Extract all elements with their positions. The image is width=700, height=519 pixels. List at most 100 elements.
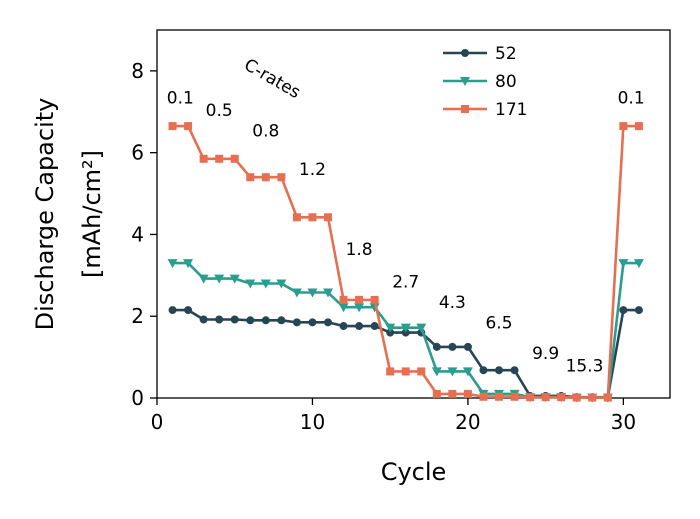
marker-triangle bbox=[460, 77, 470, 86]
marker-square bbox=[526, 393, 535, 402]
x-tick-label: 0 bbox=[151, 410, 164, 434]
marker-square bbox=[557, 393, 566, 402]
marker-triangle bbox=[618, 259, 629, 269]
marker-square bbox=[261, 173, 270, 182]
marker-square bbox=[619, 122, 628, 131]
marker-square bbox=[168, 122, 177, 131]
marker-triangle bbox=[354, 303, 365, 313]
marker-square bbox=[541, 393, 550, 402]
marker-circle bbox=[199, 315, 208, 324]
marker-triangle bbox=[291, 288, 302, 298]
y-axis-label-line-2: [mAh/cm²] bbox=[78, 150, 106, 278]
legend-item: 171 bbox=[443, 100, 527, 120]
marker-triangle bbox=[431, 367, 442, 377]
crate-label: 6.5 bbox=[485, 313, 512, 333]
marker-triangle bbox=[633, 259, 644, 269]
marker-triangle bbox=[447, 367, 458, 377]
crate-label: 0.1 bbox=[167, 89, 194, 109]
series-line bbox=[172, 308, 639, 399]
crate-label: 9.9 bbox=[532, 344, 559, 364]
marker-square bbox=[432, 389, 441, 398]
marker-triangle bbox=[229, 274, 240, 284]
marker-square bbox=[603, 393, 612, 402]
marker-circle bbox=[168, 306, 177, 315]
marker-triangle bbox=[198, 274, 209, 284]
x-axis-label: Cycle bbox=[381, 458, 447, 486]
marker-circle bbox=[246, 316, 255, 325]
marker-circle bbox=[479, 366, 488, 375]
y-tick-label: 4 bbox=[131, 222, 144, 246]
marker-triangle bbox=[167, 259, 178, 269]
marker-square bbox=[199, 154, 208, 163]
marker-circle bbox=[370, 322, 379, 331]
crate-label: 1.8 bbox=[346, 240, 373, 260]
marker-square bbox=[230, 154, 239, 163]
marker-square bbox=[463, 389, 472, 398]
crate-label: 4.3 bbox=[439, 293, 466, 313]
marker-triangle bbox=[323, 288, 333, 298]
x-tick-label: 30 bbox=[611, 410, 636, 434]
marker-square bbox=[448, 389, 457, 398]
marker-triangle bbox=[462, 367, 473, 377]
marker-circle bbox=[230, 315, 239, 324]
marker-square bbox=[572, 393, 581, 402]
marker-triangle bbox=[260, 279, 271, 289]
marker-circle bbox=[619, 306, 628, 315]
marker-circle bbox=[184, 306, 193, 315]
marker-square bbox=[277, 173, 286, 182]
marker-triangle bbox=[276, 279, 287, 289]
crate-label: 0.5 bbox=[206, 101, 233, 121]
y-tick-label: 2 bbox=[131, 304, 144, 328]
marker-circle bbox=[634, 306, 643, 315]
marker-square bbox=[324, 213, 332, 222]
marker-square bbox=[308, 213, 317, 222]
marker-square bbox=[355, 295, 364, 304]
marker-circle bbox=[339, 322, 348, 331]
marker-triangle bbox=[338, 303, 349, 313]
marker-circle bbox=[461, 49, 469, 57]
marker-circle bbox=[355, 322, 364, 331]
marker-square bbox=[634, 122, 643, 131]
marker-square bbox=[510, 392, 519, 401]
y-tick-label: 8 bbox=[131, 59, 144, 83]
x-tick-label: 20 bbox=[455, 410, 480, 434]
crate-label: 0.1 bbox=[618, 89, 645, 109]
marker-triangle bbox=[307, 288, 318, 298]
marker-triangle bbox=[400, 323, 411, 333]
marker-square bbox=[386, 367, 395, 376]
marker-circle bbox=[448, 342, 457, 351]
legend-label: 52 bbox=[495, 44, 517, 64]
crate-label: 1.2 bbox=[299, 160, 326, 180]
y-tick-label: 6 bbox=[131, 141, 144, 165]
crate-heading: C-rates bbox=[241, 55, 304, 103]
marker-circle bbox=[324, 318, 332, 327]
marker-circle bbox=[432, 342, 441, 351]
series-layer bbox=[167, 122, 644, 403]
y-axis-label: Discharge Capacity [mAh/cm²] bbox=[31, 98, 106, 331]
marker-square bbox=[588, 393, 597, 402]
plot-frame bbox=[156, 29, 671, 399]
y-axis: 0 2 4 6 8 bbox=[131, 59, 157, 410]
marker-circle bbox=[277, 316, 286, 325]
marker-square bbox=[495, 392, 503, 401]
crate-label: 0.8 bbox=[252, 121, 279, 141]
marker-triangle bbox=[416, 323, 427, 333]
marker-square bbox=[370, 295, 379, 304]
marker-square bbox=[479, 392, 488, 401]
legend-label: 80 bbox=[495, 72, 517, 92]
marker-square bbox=[461, 105, 469, 113]
y-tick-label: 0 bbox=[131, 386, 144, 410]
series-52 bbox=[168, 306, 643, 402]
marker-square bbox=[215, 154, 224, 163]
x-tick-label: 10 bbox=[300, 410, 325, 434]
marker-square bbox=[401, 367, 410, 376]
crate-labels: 0.1 0.5 0.8 1.2 1.8 2.7 4.3 6.5 9.9 15.3 0.1 bbox=[167, 89, 645, 377]
marker-triangle bbox=[183, 259, 194, 269]
legend: 52 80 171 bbox=[443, 44, 527, 120]
legend-item: 80 bbox=[443, 72, 517, 92]
marker-circle bbox=[510, 366, 519, 375]
marker-square bbox=[417, 367, 426, 376]
marker-circle bbox=[308, 318, 317, 327]
series-171 bbox=[168, 122, 643, 402]
crate-label: 15.3 bbox=[566, 356, 604, 376]
